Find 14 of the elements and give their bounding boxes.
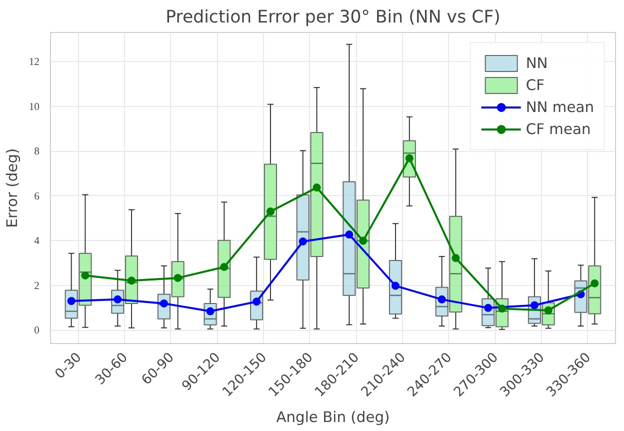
- y-tick-label: 12: [28, 57, 40, 68]
- legend-label: NN mean: [526, 98, 594, 116]
- legend-label: NN: [526, 54, 548, 72]
- chart-title: Prediction Error per 30° Bin (NN vs CF): [166, 8, 500, 28]
- y-tick-label: 6: [34, 191, 40, 202]
- y-tick-label: 0: [34, 326, 40, 337]
- y-tick-label: 10: [28, 102, 40, 113]
- y-axis-title: Error (deg): [4, 148, 21, 228]
- legend-label: CF mean: [526, 120, 591, 138]
- x-axis-title: Angle Bin (deg): [276, 408, 390, 426]
- y-tick-label: 8: [34, 146, 40, 158]
- y-tick-label: 2: [34, 280, 40, 292]
- legend-label: CF: [526, 76, 546, 94]
- y-tick-label: 4: [34, 236, 40, 248]
